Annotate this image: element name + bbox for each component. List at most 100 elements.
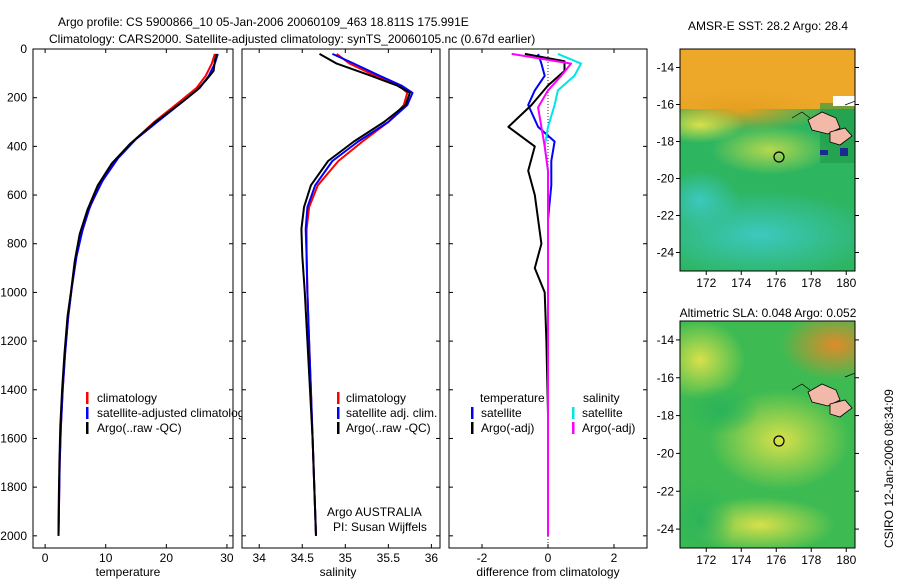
sst-map-field <box>680 49 855 271</box>
x-tick-label: 20 <box>160 551 174 565</box>
x-tick-label: 2 <box>611 551 618 565</box>
salinity-panel: 34 34.5 35 35.5 36 salinity climatology sate… <box>241 48 441 579</box>
legend-swatch-climatology <box>86 392 89 404</box>
y-tick-label: 1200 <box>0 334 27 348</box>
temperature-panel: 0 10 20 30 0 200 400 600 800 1000 1200 1400 1600 1800… <box>0 42 250 579</box>
x-tick-label: 0 <box>545 551 552 565</box>
legend-swatch-temp-satellite <box>471 407 474 419</box>
island-shape <box>829 399 853 418</box>
map-y-tick-label: -24 <box>657 522 675 536</box>
series-line-argo-raw-qc- <box>300 53 411 536</box>
legend-label-satellite: satellite adj. clim. <box>346 406 437 420</box>
difference-ticks: -2 0 2 <box>449 48 647 565</box>
legend-label-sal-argo: Argo(-adj) <box>582 421 635 435</box>
sst-field-patch <box>820 150 828 155</box>
figure-title-line1: Argo profile: CS 5900866_10 05-Jan-2006 … <box>58 15 469 29</box>
x-tick-label: 35 <box>339 551 353 565</box>
map-x-tick-label: 176 <box>766 276 786 290</box>
difference-series <box>507 52 582 536</box>
map-x-tick-label: 172 <box>696 553 716 567</box>
map-y-tick-label: -14 <box>657 61 675 75</box>
sla-field-green <box>680 385 760 435</box>
series-line-temperature-argo-adj- <box>507 52 566 536</box>
legend-label-argo: Argo(..raw -QC) <box>97 421 182 435</box>
argo-location-marker <box>773 151 785 163</box>
x-tick-label: 34.5 <box>291 551 315 565</box>
reef-contour <box>844 100 855 106</box>
figure-title-line2: Climatology: CARS2000. Satellite-adjuste… <box>49 32 535 46</box>
sla-map-title: Altimetric SLA: 0.048 Argo: 0.052 <box>680 306 857 320</box>
sst-field-cyan-blob <box>680 190 855 271</box>
map-y-tick-label: -16 <box>657 98 675 112</box>
salinity-xlabel: salinity <box>320 565 357 579</box>
map-x-tick-label: 180 <box>836 553 856 567</box>
map-x-tick-label: 178 <box>801 553 821 567</box>
argo-location-marker <box>773 435 785 447</box>
sst-map-frame <box>679 48 856 272</box>
x-tick-label: 10 <box>99 551 113 565</box>
legend-title-temperature: temperature <box>480 391 545 405</box>
y-tick-label: 600 <box>7 188 27 202</box>
x-tick-label: 35.5 <box>377 551 401 565</box>
sst-map-ticks: 172 174 176 178 180 -14 -16 -18 -20 -22 -24 <box>657 61 859 290</box>
y-tick-label: 1000 <box>0 285 27 299</box>
sla-field-green <box>680 480 735 548</box>
sla-field-yellow <box>680 321 745 400</box>
sla-map-field <box>680 321 855 548</box>
island-shape <box>807 383 841 407</box>
legend-swatch-temp-argo <box>471 422 474 434</box>
map-y-tick-label: -18 <box>657 409 675 423</box>
reef-contour <box>844 372 855 378</box>
y-tick-label: 800 <box>7 237 27 251</box>
map-x-tick-label: 174 <box>731 276 751 290</box>
salinity-annotation-pi: PI: Susan Wijffels <box>333 520 427 534</box>
legend-label-climatology: climatology <box>97 391 157 405</box>
island-shape <box>807 111 841 135</box>
legend-swatch-sal-argo <box>572 422 575 434</box>
map-y-tick-label: -22 <box>657 484 675 498</box>
y-tick-label: 1800 <box>0 480 27 494</box>
y-tick-label: 1400 <box>0 383 27 397</box>
map-y-tick-label: -14 <box>657 333 675 347</box>
sla-map-frame <box>679 320 856 549</box>
map-x-tick-label: 178 <box>801 276 821 290</box>
x-tick-label: 30 <box>220 551 234 565</box>
series-line-salinity-argo-adj- <box>511 52 573 536</box>
legend-swatch-argo <box>86 422 89 434</box>
temperature-legend: climatology satellite-adjusted climatolo… <box>86 391 250 435</box>
map-y-tick-label: -22 <box>657 209 675 223</box>
y-tick-label: 200 <box>7 91 27 105</box>
legend-label-temp-satellite: satellite <box>481 406 522 420</box>
map-y-tick-label: -20 <box>657 172 675 186</box>
series-line-argo-raw-qc- <box>57 53 218 536</box>
map-x-tick-label: 174 <box>731 553 751 567</box>
legend-label-temp-argo: Argo(-adj) <box>481 421 534 435</box>
legend-swatch-climatology <box>337 392 340 404</box>
difference-legend: temperature salinity satellite Argo(-adj… <box>471 391 635 435</box>
temperature-axes-box <box>32 48 234 549</box>
legend-title-salinity: salinity <box>583 391 620 405</box>
difference-xlabel: difference from climatology <box>476 565 619 579</box>
salinity-ticks: 34 34.5 35 35.5 36 <box>242 48 440 565</box>
legend-label-satellite: satellite-adjusted climatology <box>97 406 250 420</box>
sst-field-cyan-blob <box>680 170 740 230</box>
map-x-tick-label: 180 <box>836 276 856 290</box>
sla-map-ticks: 172 174 176 178 180 -14 -16 -18 -20 -22 -24 <box>657 333 859 567</box>
legend-swatch-satellite <box>86 407 89 419</box>
x-tick-label: 36 <box>425 551 439 565</box>
salinity-legend: climatology satellite adj. clim. Argo(..… <box>337 391 437 435</box>
y-tick-label: 1600 <box>0 431 27 445</box>
map-y-tick-label: -18 <box>657 135 675 149</box>
legend-label-climatology: climatology <box>346 391 406 405</box>
map-y-tick-label: -16 <box>657 371 675 385</box>
legend-swatch-argo <box>337 422 340 434</box>
y-tick-label: 2000 <box>0 529 27 543</box>
island-shape <box>829 127 853 146</box>
sst-field-nodata <box>833 96 855 106</box>
legend-label-sal-satellite: satellite <box>582 406 623 420</box>
temperature-xlabel: temperature <box>96 565 161 579</box>
x-tick-label: 34 <box>253 551 267 565</box>
sst-map-panel: AMSR-E SST: 28.2 Argo: 28.4 172 174 176 178… <box>657 19 859 290</box>
map-x-tick-label: 172 <box>696 276 716 290</box>
